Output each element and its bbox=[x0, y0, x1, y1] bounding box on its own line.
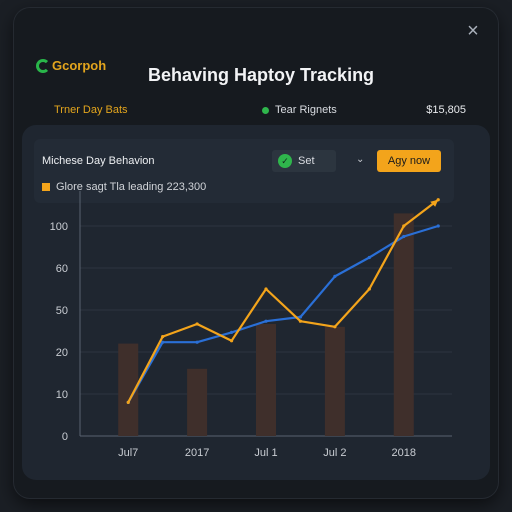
line-chart: 0 10 20 50 60 100 Jul7 2017 Jul 1 Jul 2 2018 bbox=[50, 191, 452, 459]
chart-lines bbox=[126, 198, 440, 404]
stats-mid-label: Tear Rignets bbox=[275, 104, 337, 116]
chart-bar bbox=[256, 324, 276, 436]
y-tick-label: 0 bbox=[62, 431, 68, 443]
arrow-icon bbox=[430, 199, 439, 207]
series-point bbox=[229, 339, 234, 343]
y-tick-label: 60 bbox=[56, 263, 68, 275]
chart-bar bbox=[187, 368, 208, 436]
stats-indicator: Tear Rignets bbox=[262, 104, 337, 116]
logo-text: Gcorpoh bbox=[52, 58, 107, 73]
series-point bbox=[402, 234, 406, 239]
series-point bbox=[264, 319, 268, 323]
chart-panel-header: Michese Day Behavion ✓ Set ⌄ Agy now Glo… bbox=[34, 139, 454, 203]
x-tick-label: Jul 2 bbox=[323, 447, 346, 459]
series-point bbox=[402, 224, 406, 228]
series-point bbox=[367, 287, 371, 291]
chart-bar bbox=[324, 326, 345, 436]
series-point bbox=[436, 224, 440, 228]
legend-swatch bbox=[42, 183, 50, 191]
series-point bbox=[298, 315, 303, 319]
x-tick-label: Jul 1 bbox=[254, 447, 277, 459]
series-point bbox=[126, 400, 130, 404]
chart-legend: Glore sagt Tla leading 223,300 bbox=[42, 181, 206, 193]
chart-panel-title: Michese Day Behavion bbox=[42, 155, 155, 167]
series-point bbox=[333, 325, 337, 329]
close-icon: × bbox=[467, 20, 479, 42]
logo-ring-icon bbox=[36, 58, 50, 73]
stats-value: $15,805 bbox=[426, 104, 466, 116]
y-tick-label: 10 bbox=[56, 389, 68, 401]
chart-bars bbox=[118, 213, 414, 436]
series-point bbox=[195, 340, 199, 344]
set-button[interactable]: ✓ Set bbox=[272, 150, 336, 172]
series-point bbox=[195, 322, 199, 326]
stats-row: Trner Day Bats Tear Rignets $15,805 bbox=[54, 104, 466, 122]
series-point bbox=[229, 330, 234, 334]
check-icon: ✓ bbox=[278, 154, 292, 168]
stats-label: Trner Day Bats bbox=[54, 104, 128, 116]
chart-bar bbox=[393, 213, 414, 436]
apply-now-button[interactable]: Agy now bbox=[377, 150, 441, 172]
series-point bbox=[161, 335, 165, 339]
x-tick-label: Jul7 bbox=[118, 447, 138, 459]
status-dot-icon bbox=[262, 106, 269, 114]
series-line bbox=[127, 198, 439, 403]
y-tick-label: 100 bbox=[50, 221, 68, 233]
series-point bbox=[264, 287, 268, 291]
close-button[interactable]: × bbox=[462, 20, 484, 42]
series-point bbox=[161, 340, 165, 344]
y-tick-label: 50 bbox=[56, 305, 68, 317]
series-line bbox=[127, 224, 439, 403]
x-tick-label: 2018 bbox=[392, 447, 416, 459]
series-point bbox=[298, 319, 303, 323]
set-button-label: Set bbox=[298, 155, 315, 167]
page-title: Behaving Haptoy Tracking bbox=[148, 65, 375, 85]
chart-panel: Michese Day Behavion ✓ Set ⌄ Agy now Glo… bbox=[22, 125, 490, 480]
x-tick-label: 2017 bbox=[185, 447, 209, 459]
logo: Gcorpoh bbox=[36, 58, 106, 73]
chart-bar bbox=[118, 343, 139, 436]
chart-ticks: 0 10 20 50 60 100 Jul7 2017 Jul 1 Jul 2 2018 bbox=[50, 221, 416, 459]
chevron-down-icon[interactable]: ⌄ bbox=[356, 154, 365, 165]
series-point bbox=[367, 255, 371, 260]
legend-label: Glore sagt Tla leading 223,300 bbox=[56, 181, 207, 193]
series-point bbox=[333, 274, 337, 278]
y-tick-label: 20 bbox=[56, 347, 68, 359]
